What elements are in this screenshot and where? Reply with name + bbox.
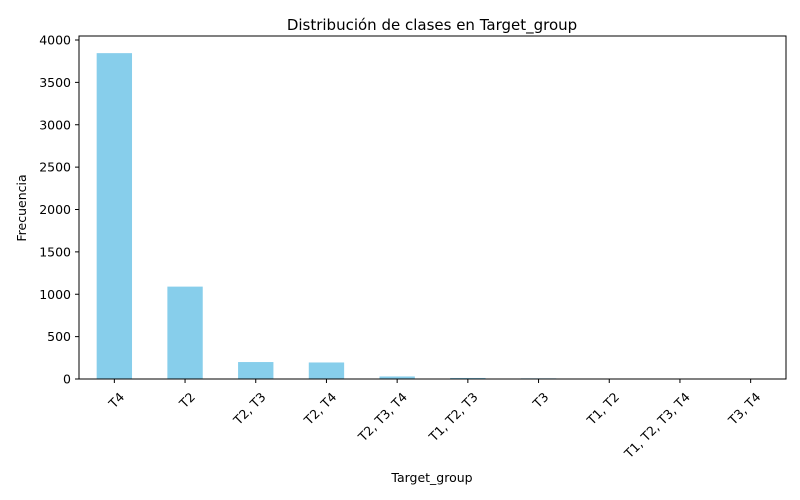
bar-3 — [308, 362, 345, 379]
bars-group — [96, 53, 769, 379]
bar-4 — [379, 376, 415, 379]
y-axis: 0 500 1000 1500 2000 2500 3000 3500 4000 — [39, 33, 79, 387]
x-tick-label: T1, T2, T3 — [425, 389, 481, 445]
chart-title: Distribución de clases en Target_group — [287, 16, 577, 35]
y-tick-label: 2000 — [39, 202, 71, 217]
bar-2 — [238, 362, 274, 379]
x-tick-label: T2 — [176, 389, 198, 411]
x-tick-label: T2, T3, T4 — [354, 389, 410, 445]
plot-frame — [78, 35, 787, 380]
bar-0 — [96, 53, 133, 379]
x-tick-label: T2, T3 — [230, 389, 269, 428]
x-tick-label: T3 — [529, 389, 551, 411]
x-tick-label: T1, T2 — [583, 389, 622, 428]
y-tick-label: 0 — [63, 372, 71, 387]
x-tick-label: T4 — [105, 389, 127, 411]
x-axis-label: Target_group — [390, 470, 472, 485]
y-tick-label: 4000 — [39, 33, 71, 48]
y-tick-label: 3000 — [39, 117, 71, 132]
y-axis-label: Frecuencia — [14, 174, 29, 241]
y-tick-label: 1500 — [39, 244, 71, 259]
x-axis: T4 T2 T2, T3 T2, T4 T2, T3, T4 T1, T2, T3 T3 T1… — [105, 379, 764, 462]
y-tick-label: 3500 — [39, 75, 71, 90]
y-tick-label: 1000 — [39, 287, 71, 302]
bar-1 — [167, 286, 203, 379]
y-tick-label: 2500 — [39, 160, 71, 175]
y-tick-label: 500 — [47, 329, 71, 344]
x-tick-label: T1, T2, T3, T4 — [621, 389, 693, 461]
bar-5 — [450, 377, 486, 379]
x-tick-label: T2, T4 — [300, 389, 339, 428]
x-tick-label: T3, T4 — [725, 389, 764, 428]
